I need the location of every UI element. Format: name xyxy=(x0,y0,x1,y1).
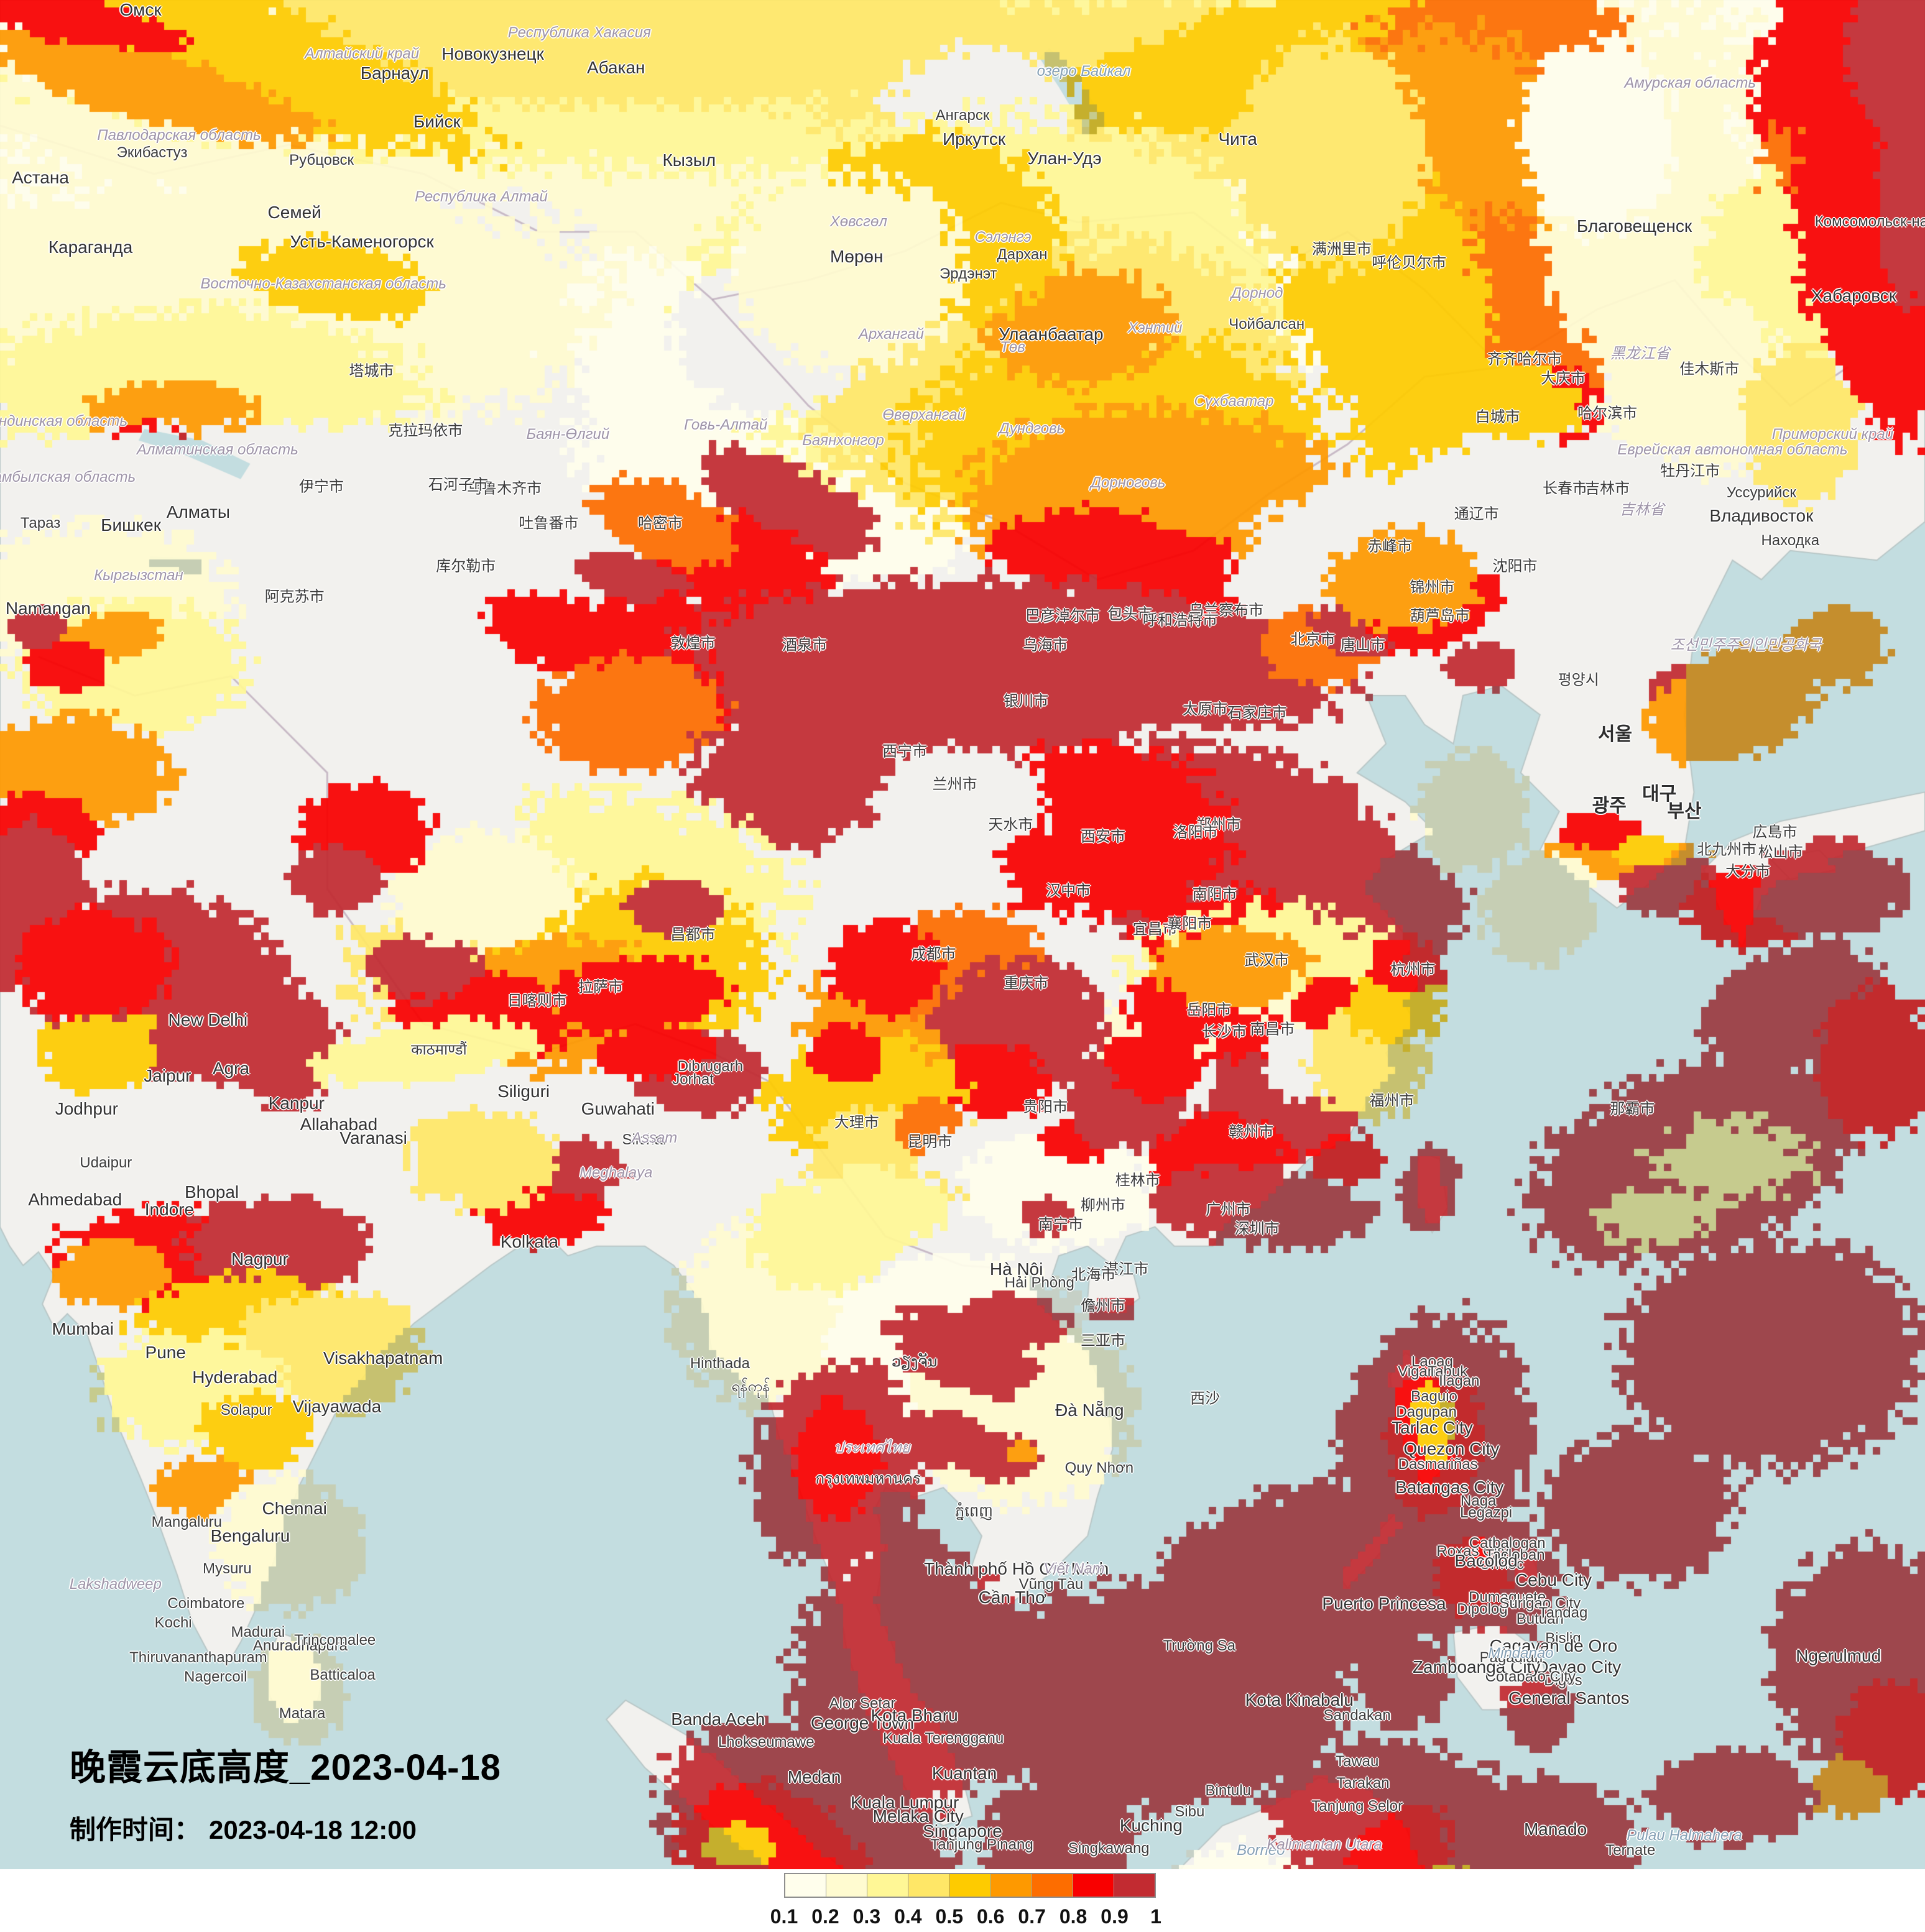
cloud-base-height-map[interactable] xyxy=(0,0,1925,1869)
legend-color-cell xyxy=(908,1874,950,1897)
production-time-label: 制作时间： xyxy=(70,1815,201,1844)
legend-tick-label: 0.6 xyxy=(976,1905,1005,1928)
legend-colorbar xyxy=(784,1873,1156,1898)
legend-color-cell xyxy=(1032,1874,1073,1897)
legend-tick-label: 1 xyxy=(1150,1905,1161,1928)
legend-color-cell xyxy=(1073,1874,1114,1897)
legend-color-cell xyxy=(949,1874,991,1897)
legend-color-cell xyxy=(826,1874,868,1897)
map-title: 晚霞云底高度_2023-04-18 xyxy=(70,1747,501,1788)
legend-tick-label: 0.7 xyxy=(1018,1905,1046,1928)
legend-tick-label: 0.4 xyxy=(894,1905,922,1928)
legend-tick-label: 0.5 xyxy=(935,1905,964,1928)
legend-color-cell xyxy=(867,1874,909,1897)
production-time-line: 制作时间： 2023-04-18 12:00 xyxy=(70,1809,501,1847)
legend-color-cell xyxy=(990,1874,1032,1897)
legend-tick-label: 0.8 xyxy=(1059,1905,1087,1928)
legend-color-cell xyxy=(785,1874,827,1897)
legend-tick-label: 0.3 xyxy=(852,1905,881,1928)
legend-tick-label: 0.2 xyxy=(811,1905,839,1928)
legend-tick-label: 0.1 xyxy=(770,1905,798,1928)
legend-tick-label: 0.9 xyxy=(1101,1905,1129,1928)
legend-color-cell xyxy=(1114,1874,1155,1897)
legend: 0.1 0.2 0.3 0.4 0.5 0.6 0.7 0.8 0.9 1 xyxy=(770,1873,1161,1932)
production-time-value: 2023-04-18 12:00 xyxy=(209,1815,417,1844)
